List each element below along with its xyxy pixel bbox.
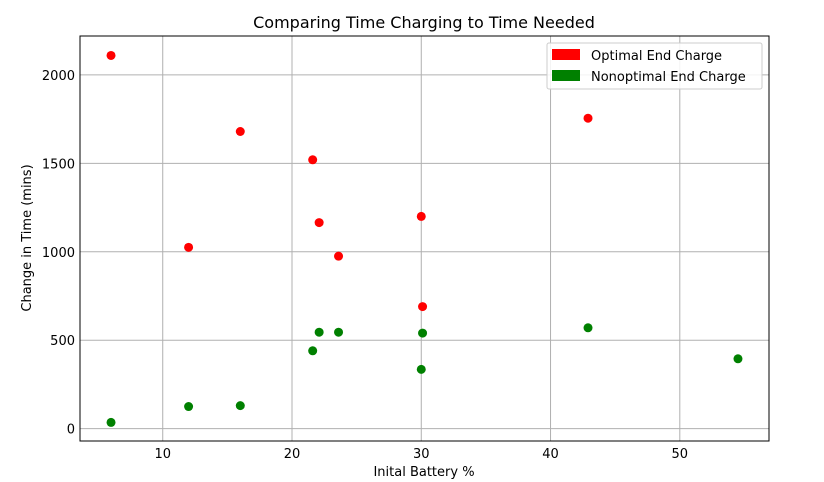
legend: Optimal End Charge Nonoptimal End Charge [546, 42, 763, 90]
data-point-nonoptimal [416, 364, 426, 374]
y-tick-label: 500 [50, 334, 75, 349]
y-tick-label: 0 [67, 423, 75, 438]
data-point-optimal [106, 50, 116, 60]
data-point-nonoptimal [334, 327, 344, 337]
x-tick-label: 50 [672, 447, 689, 462]
data-point-optimal [418, 302, 428, 312]
legend-box [546, 42, 763, 90]
y-tick-label: 1500 [42, 157, 75, 172]
legend-swatch-nonoptimal [552, 70, 580, 81]
chart-title: Comparing Time Charging to Time Needed [253, 13, 595, 32]
y-axis-label: Change in Time (mins) [20, 164, 35, 311]
data-point-optimal [235, 127, 245, 137]
y-tick-label: 2000 [42, 69, 75, 84]
data-point-optimal [308, 155, 318, 165]
plot-area [79, 35, 770, 442]
data-point-nonoptimal [235, 401, 245, 411]
legend-label-optimal: Optimal End Charge [591, 49, 722, 64]
data-point-nonoptimal [184, 402, 194, 412]
data-point-optimal [314, 218, 324, 228]
x-tick-label: 20 [284, 447, 301, 462]
data-point-nonoptimal [733, 354, 743, 364]
data-point-optimal [334, 251, 344, 261]
data-point-nonoptimal [314, 327, 324, 337]
x-tick-label: 40 [542, 447, 559, 462]
x-tick-label: 10 [154, 447, 171, 462]
x-axis-label: Inital Battery % [373, 465, 474, 480]
data-point-optimal [184, 242, 194, 252]
grid-lines [80, 36, 769, 441]
legend-label-nonoptimal: Nonoptimal End Charge [591, 70, 746, 85]
data-point-optimal [583, 113, 593, 123]
legend-swatch-optimal [552, 49, 580, 60]
data-points [106, 50, 743, 427]
data-point-nonoptimal [106, 417, 116, 427]
y-tick-label: 1000 [42, 246, 75, 261]
x-tick-label: 30 [413, 447, 430, 462]
data-point-nonoptimal [583, 323, 593, 333]
data-point-optimal [416, 211, 426, 221]
data-point-nonoptimal [418, 328, 428, 338]
data-point-nonoptimal [308, 346, 318, 356]
